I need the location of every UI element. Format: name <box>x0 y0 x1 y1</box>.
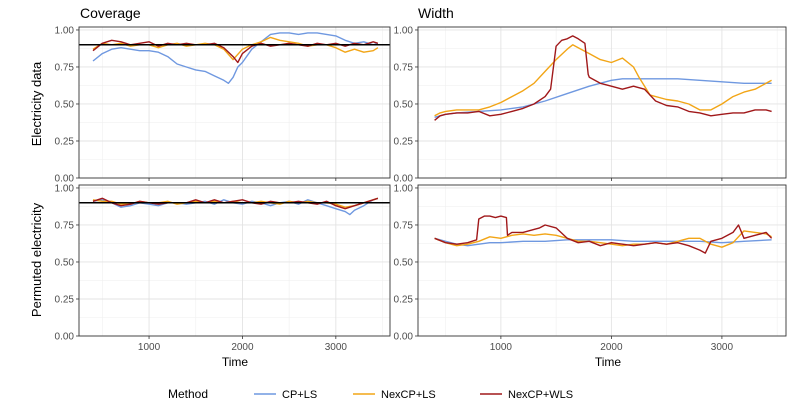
series-line-nexcp-ls <box>434 230 772 248</box>
series-line-nexcp-wls <box>92 39 379 64</box>
y-tick-label: 0.25 <box>394 136 414 147</box>
legend-title: Method <box>168 387 208 401</box>
x-tick-label: 3000 <box>711 342 734 353</box>
legend-label-cp-ls: CP+LS <box>282 389 317 401</box>
legend: Method CP+LS NexCP+LS NexCP+WLS <box>168 387 573 401</box>
series-line-cp-ls <box>434 237 772 247</box>
legend-item-cp-ls: CP+LS <box>254 389 317 401</box>
series-line-nexcp-wls <box>434 35 772 121</box>
panel-border <box>78 184 391 337</box>
y-tick-label: 0.75 <box>394 62 414 73</box>
panel-border <box>417 184 787 337</box>
col-title-coverage: Coverage <box>80 5 141 21</box>
legend-item-nexcp-ls: NexCP+LS <box>353 389 436 401</box>
legend-label-nexcp-wls: NexCP+WLS <box>508 389 573 401</box>
legend-label-nexcp-ls: NexCP+LS <box>381 389 436 401</box>
y-tick-label: 0.50 <box>394 99 414 110</box>
x-tick-label: 2000 <box>600 342 623 353</box>
y-tick-label: 0.25 <box>55 294 75 305</box>
y-tick-label: 1.00 <box>394 183 414 194</box>
y-tick-label: 0.75 <box>55 220 75 231</box>
panel-electricity-coverage: 0.00 0.25 0.50 0.75 1.00 <box>55 25 391 185</box>
row-label-electricity: Electricity data <box>29 61 44 146</box>
y-tick-label: 1.00 <box>55 183 75 194</box>
panel-background <box>418 27 786 178</box>
y-tick-label: 1.00 <box>55 25 75 36</box>
series-line-nexcp-wls <box>434 215 773 254</box>
x-tick-label: 1000 <box>490 342 513 353</box>
y-tick-label: 0.00 <box>394 332 414 343</box>
y-tick-label: 1.00 <box>394 25 414 36</box>
y-tick-label: 0.00 <box>55 332 75 343</box>
row-label-permuted: Permuted electricity <box>29 202 44 317</box>
panel-permuted-coverage: 0.00 0.25 0.50 0.75 1.00 1000 2000 3000 <box>55 183 391 353</box>
y-tick-label: 0.75 <box>55 62 75 73</box>
panel-background <box>79 27 390 178</box>
y-tick-label: 0.50 <box>394 257 414 268</box>
panel-permuted-width: 0.00 0.25 0.50 0.75 1.00 1000 2000 3000 <box>394 183 787 353</box>
x-axis-title-right: Time <box>595 355 622 369</box>
x-tick-label: 1000 <box>138 342 161 353</box>
panel-border <box>78 26 391 179</box>
y-tick-label: 0.00 <box>394 174 414 185</box>
panel-background <box>418 185 786 336</box>
y-tick-label: 0.25 <box>394 294 414 305</box>
panel-background <box>79 185 390 336</box>
x-tick-label: 2000 <box>231 342 254 353</box>
y-tick-label: 0.25 <box>55 136 75 147</box>
y-tick-label: 0.50 <box>55 99 75 110</box>
x-axis-title-left: Time <box>222 355 249 369</box>
y-tick-label: 0.00 <box>55 174 75 185</box>
y-tick-label: 0.75 <box>394 220 414 231</box>
panel-electricity-width: 0.00 0.25 0.50 0.75 1.00 <box>394 25 787 185</box>
panel-border <box>417 26 787 179</box>
col-title-width: Width <box>418 5 454 21</box>
x-tick-label: 3000 <box>325 342 348 353</box>
y-tick-label: 0.50 <box>55 257 75 268</box>
series-line-nexcp-ls <box>434 44 772 117</box>
legend-item-nexcp-wls: NexCP+WLS <box>480 389 573 401</box>
series-line-cp-ls <box>92 32 379 84</box>
series-line-nexcp-wls <box>92 197 379 210</box>
